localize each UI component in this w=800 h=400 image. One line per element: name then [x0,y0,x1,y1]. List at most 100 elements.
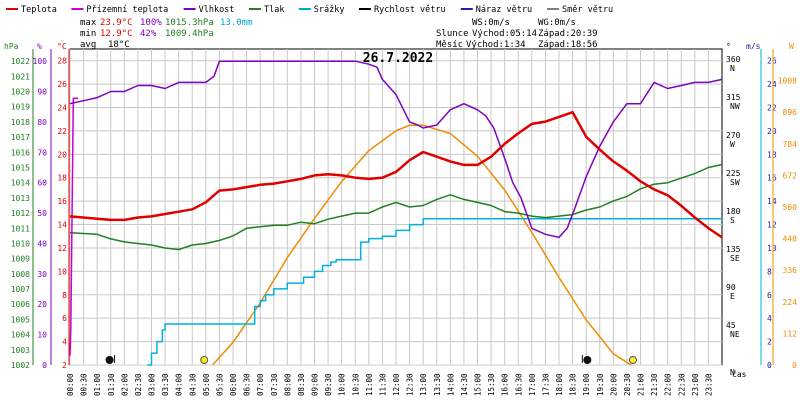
percent-tick-label: 30 [37,270,47,279]
x-tick-label: 21:00 [637,373,646,396]
x-tick-label: 22:30 [677,373,686,396]
x-tick-label: 16:30 [514,373,523,396]
speed-tick-label: 18 [767,150,777,159]
hpa-tick-label: 1004 [11,331,30,340]
sunset-marker [628,356,637,364]
solar-tick-label: 224 [783,298,798,307]
speed-tick-label: 6 [767,291,772,300]
sun-rise: Východ:05:14 [472,29,537,39]
chart-date: 26.7.2022 [363,51,433,66]
solar-axis-label: W [789,42,794,51]
speed-tick-label: 0 [767,361,772,370]
x-tick-label: 01:30 [107,373,116,396]
x-tick-label: 15:30 [487,373,496,396]
direction-tick-label: 45 [726,321,736,330]
speed-tick-label: 12 [767,221,777,230]
hpa-tick-label: 1005 [11,315,30,324]
moon-label: Měsíc [436,40,463,50]
stats-min-press: 1009.4hPa [165,29,214,39]
hpa-tick-label: 1013 [11,194,30,203]
stats-max-press: 1015.3hPa [165,18,214,28]
moon-rise: Východ:1:34 [466,40,526,50]
celsius-tick-label: 2 [62,361,67,370]
x-tick-label: 00:00 [66,373,75,396]
x-tick-label: 09:30 [324,373,333,396]
hpa-tick-label: 1018 [11,118,30,127]
x-tick-label: 20:00 [609,373,618,396]
hpa-tick-label: 1010 [11,239,30,248]
x-tick-label: 00:30 [80,373,89,396]
celsius-tick-label: 4 [62,338,67,347]
legend: Teplota Přízemní teplota Vlhkost Tlak Srážky… [6,5,613,15]
x-tick-label: 12:30 [406,373,415,396]
stats-max-temp: 23.9°C [100,18,133,28]
celsius-tick-label: 14 [57,221,67,230]
x-axis-unit: čas [732,369,747,379]
x-tick-label: 19:30 [596,373,605,396]
x-tick-label: 03:30 [161,373,170,396]
x-tick-label: 04:00 [175,373,184,396]
x-tick-label: 03:00 [148,373,157,396]
hpa-tick-label: 1003 [11,346,30,355]
legend-label: Tlak [264,5,284,15]
speed-tick-label: 14 [767,197,777,206]
legend-label: Teplota [21,5,57,15]
hpa-tick-label: 1016 [11,148,30,157]
celsius-tick-label: 18 [57,174,67,183]
moon-set: Západ:18:56 [538,40,598,50]
direction-tick-label: 135 [726,245,741,254]
x-tick-label: 04:30 [188,373,197,396]
percent-tick-label: 20 [37,300,47,309]
x-tick-label: 01:00 [93,373,102,396]
stats-max-hum: 100% [140,18,162,28]
x-tick-label: 05:30 [215,373,224,396]
legend-label: Srážky [314,5,345,15]
hpa-tick-label: 1008 [11,270,30,279]
speed-tick-label: 16 [767,174,777,183]
legend-label: Rychlost větru [374,5,446,15]
x-tick-label: 12:00 [392,373,401,396]
hpa-tick-label: 1021 [11,72,30,81]
direction-tick-dir: NW [730,102,740,111]
x-tick-label: 18:30 [569,373,578,396]
sun-label: Slunce [436,29,469,39]
speed-tick-label: 4 [767,314,772,323]
legend-label: Přízemní teplota [86,5,168,15]
percent-tick-label: 100 [33,57,48,66]
hpa-tick-label: 1015 [11,164,30,173]
direction-tick-dir: N [730,64,735,73]
x-tick-label: 06:30 [243,373,252,396]
direction-tick-dir: NE [730,330,740,339]
sunrise-marker [200,356,209,364]
direction-tick-dir: S [730,216,735,225]
grid [69,48,723,366]
celsius-tick-label: 26 [57,80,67,89]
solar-tick-label: 112 [783,329,798,338]
speed-tick-label: 8 [767,267,772,276]
hpa-tick-label: 1022 [11,57,30,66]
x-tick-label: 10:30 [351,373,360,396]
series-line-teplota [69,110,723,239]
hpa-tick-label: 1009 [11,255,30,264]
speed-axis-label: m/s [746,42,761,51]
celsius-tick-label: 6 [62,314,67,323]
hpa-tick-label: 1011 [11,224,30,233]
direction-tick-label: 270 [726,131,741,140]
series-line-tlak [69,163,723,251]
hpa-tick-label: 1014 [11,179,30,188]
percent-tick-label: 90 [37,88,47,97]
x-tick-label: 22:00 [664,373,673,396]
x-tick-label: 19:00 [582,373,591,396]
celsius-tick-label: 22 [57,127,67,136]
solar-tick-label: 672 [783,171,798,180]
x-tick-label: 08:30 [297,373,306,396]
percent-tick-label: 50 [37,209,47,218]
moonset-marker [583,356,592,364]
x-tick-label: 23:30 [704,373,713,396]
solar-tick-label: 1008 [778,77,797,86]
hpa-tick-label: 1020 [11,88,30,97]
x-tick-label: 11:00 [365,373,374,396]
stats-min-temp: 12.9°C [100,29,133,39]
stats-min-hum: 42% [140,29,157,39]
